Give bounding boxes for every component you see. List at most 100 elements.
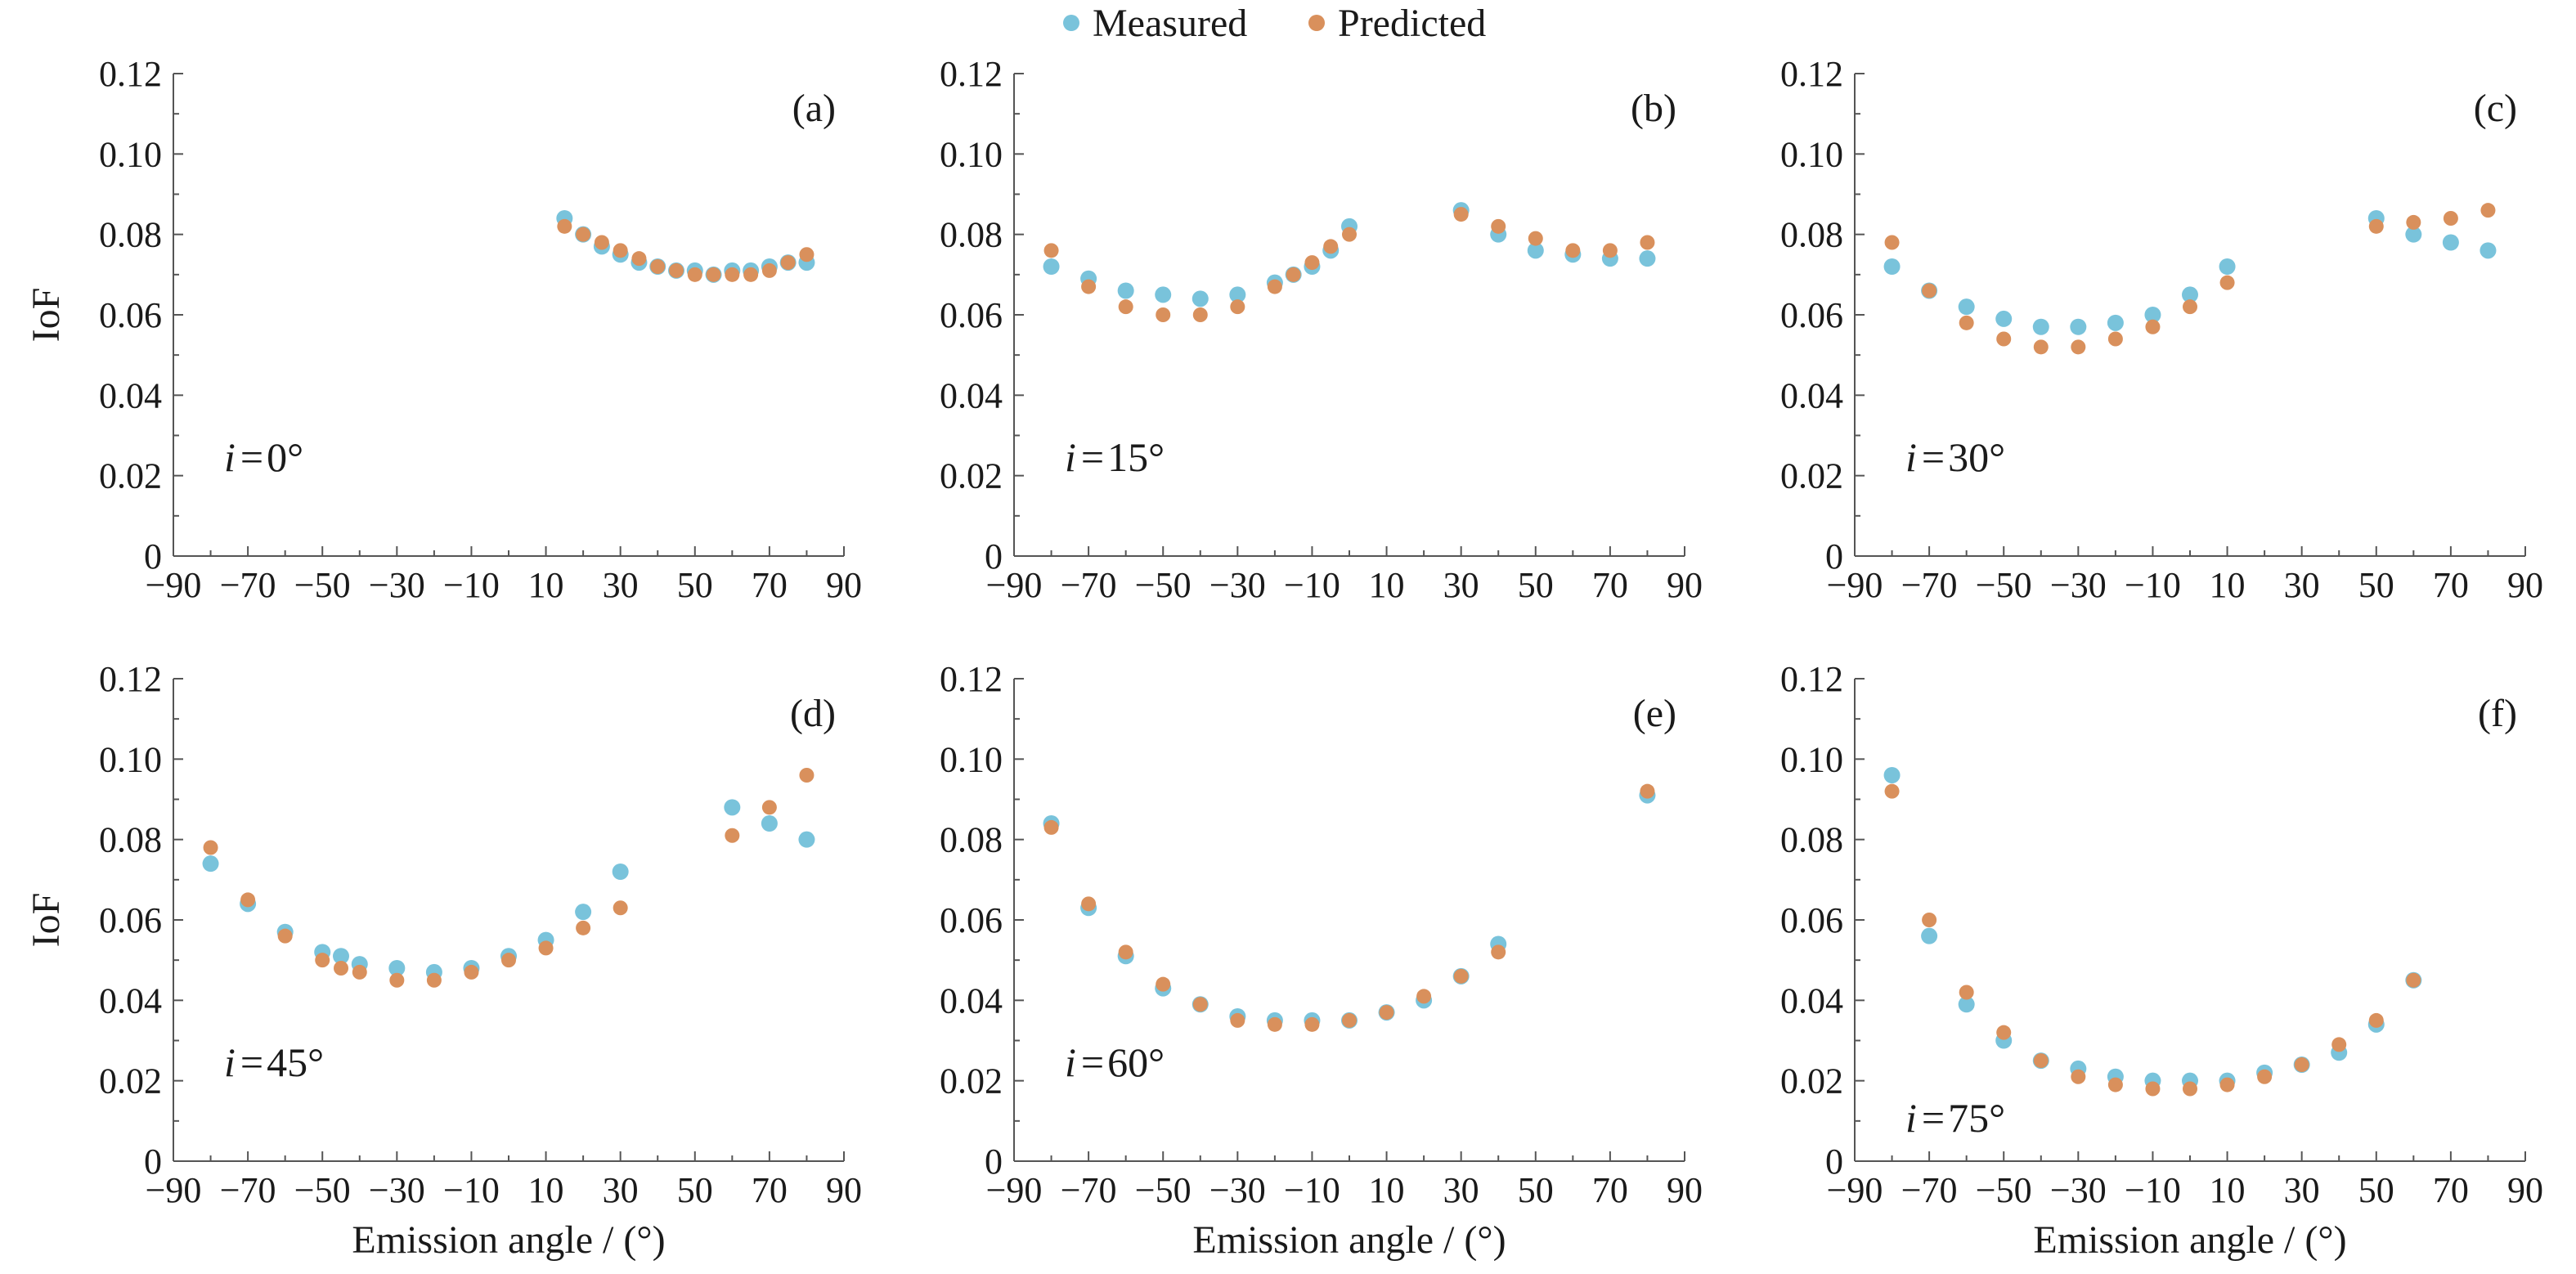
y-tick-label: 0.08: [940, 215, 1003, 255]
data-point-predicted: [2406, 972, 2421, 988]
data-point-predicted: [743, 267, 759, 282]
x-tick-label: −30: [369, 1170, 425, 1210]
x-axis-label: Emission angle / (°): [2033, 1218, 2346, 1262]
data-point-predicted: [334, 961, 348, 976]
incidence-equals: =: [1922, 1095, 1945, 1141]
series-measured: [1043, 787, 1656, 1029]
legend: Measured Predicted: [1063, 2, 1486, 45]
data-point-measured: [1958, 298, 1975, 316]
y-tick-label: 0.06: [99, 900, 162, 940]
data-point-predicted: [1156, 976, 1171, 992]
data-point-measured: [1883, 258, 1901, 275]
data-point-measured: [1921, 927, 1938, 944]
panel-label: (e): [1633, 692, 1676, 735]
data-point-predicted: [1267, 1016, 1282, 1032]
data-point-predicted: [2443, 211, 2458, 226]
x-tick-label: −10: [443, 565, 500, 605]
y-tick-label: 0.02: [99, 1061, 162, 1101]
x-axis-label: Emission angle / (°): [1192, 1218, 1506, 1262]
panel-label: (c): [2474, 87, 2517, 130]
y-tick-label: 0: [144, 536, 162, 576]
data-point-predicted: [426, 972, 442, 988]
data-point-predicted: [1602, 243, 1618, 258]
y-tick-label: 0.10: [1780, 134, 1843, 174]
x-tick-label: −70: [1901, 1170, 1958, 1210]
data-point-predicted: [1156, 307, 1171, 322]
data-point-predicted: [1342, 227, 1357, 242]
x-tick-label: 50: [2358, 1170, 2394, 1210]
data-point-predicted: [1043, 243, 1059, 258]
incidence-equals: =: [1922, 434, 1945, 480]
data-point-predicted: [1491, 944, 1506, 960]
data-point-predicted: [1884, 783, 1900, 799]
x-tick-label: −70: [220, 565, 276, 605]
data-point-predicted: [594, 235, 609, 250]
y-axis-label: IoF: [25, 893, 68, 948]
data-point-predicted: [557, 218, 572, 234]
data-point-predicted: [352, 964, 367, 980]
data-point-predicted: [1453, 207, 1469, 222]
data-point-measured: [1117, 282, 1134, 299]
data-point-predicted: [538, 940, 554, 956]
data-point-predicted: [2183, 299, 2197, 315]
x-tick-label: −30: [2050, 1170, 2107, 1210]
incidence-value: 0°: [267, 434, 303, 480]
data-point-predicted: [576, 227, 591, 242]
x-tick-label: −30: [1209, 565, 1266, 605]
x-tick-label: −10: [2125, 565, 2181, 605]
x-tick-label: 70: [2433, 565, 2469, 605]
y-tick-label: 0.08: [99, 820, 162, 860]
chart-panel: 0 0.02 0.04 0.06 0.08 0.10 0.12 −90 −70 −50 −30 −10…: [940, 659, 1703, 1262]
series-measured: [1043, 202, 1656, 307]
x-tick-label: 10: [2210, 1170, 2246, 1210]
panels: 0 0.02 0.04 0.06 0.08 0.10 0.12 −90 −70 −50 −30 −10…: [25, 54, 2543, 1262]
data-point-predicted: [1118, 299, 1133, 315]
x-tick-label: −50: [1976, 1170, 2032, 1210]
x-tick-label: 50: [677, 1170, 713, 1210]
data-point-measured: [575, 904, 592, 921]
series-measured: [1883, 210, 2497, 335]
series-predicted: [557, 218, 815, 282]
data-point-predicted: [1922, 913, 1937, 927]
data-point-measured: [1639, 250, 1656, 267]
data-point-predicted: [389, 972, 405, 988]
data-point-predicted: [1304, 1016, 1320, 1032]
y-tick-label: 0.06: [1780, 900, 1843, 940]
x-tick-label: 90: [2507, 1170, 2543, 1210]
legend-label-predicted: Predicted: [1338, 2, 1486, 45]
incidence-symbol: i: [1905, 1095, 1917, 1141]
x-tick-label: −30: [1209, 1170, 1266, 1210]
series-predicted: [1043, 207, 1655, 322]
data-point-measured: [2182, 286, 2198, 303]
data-point-measured: [761, 815, 778, 832]
data-point-predicted: [706, 267, 721, 282]
chart-panel: 0 0.02 0.04 0.06 0.08 0.10 0.12 −90 −70 −50 −30 −10…: [25, 54, 862, 605]
data-point-predicted: [1416, 989, 1432, 1004]
data-point-predicted: [799, 768, 815, 783]
incidence-symbol: i: [224, 434, 236, 480]
x-tick-label: −50: [1135, 1170, 1192, 1210]
x-tick-label: −90: [986, 565, 1043, 605]
y-tick-label: 0.02: [940, 456, 1003, 496]
y-tick-label: 0.12: [1780, 659, 1843, 699]
incidence-value: 60°: [1107, 1039, 1165, 1085]
x-tick-label: −50: [294, 565, 351, 605]
data-point-measured: [798, 831, 815, 848]
x-tick-label: 90: [1667, 565, 1703, 605]
data-point-predicted: [2480, 203, 2496, 218]
legend-marker-predicted: [1308, 15, 1325, 31]
data-point-predicted: [2145, 1081, 2161, 1097]
x-tick-label: −90: [1827, 1170, 1883, 1210]
data-point-predicted: [277, 928, 293, 944]
incidence-label: i =45°: [224, 1039, 324, 1085]
series-predicted: [1884, 203, 2496, 355]
x-tick-label: 30: [2284, 1170, 2320, 1210]
y-tick-label: 0.08: [1780, 215, 1843, 255]
incidence-symbol: i: [1065, 434, 1076, 480]
data-point-predicted: [1959, 315, 1974, 330]
series-predicted: [203, 768, 815, 988]
data-point-predicted: [2294, 1057, 2309, 1072]
x-axis-label: Emission angle / (°): [352, 1218, 665, 1262]
data-point-predicted: [1640, 783, 1655, 799]
data-point-predicted: [2368, 218, 2384, 234]
